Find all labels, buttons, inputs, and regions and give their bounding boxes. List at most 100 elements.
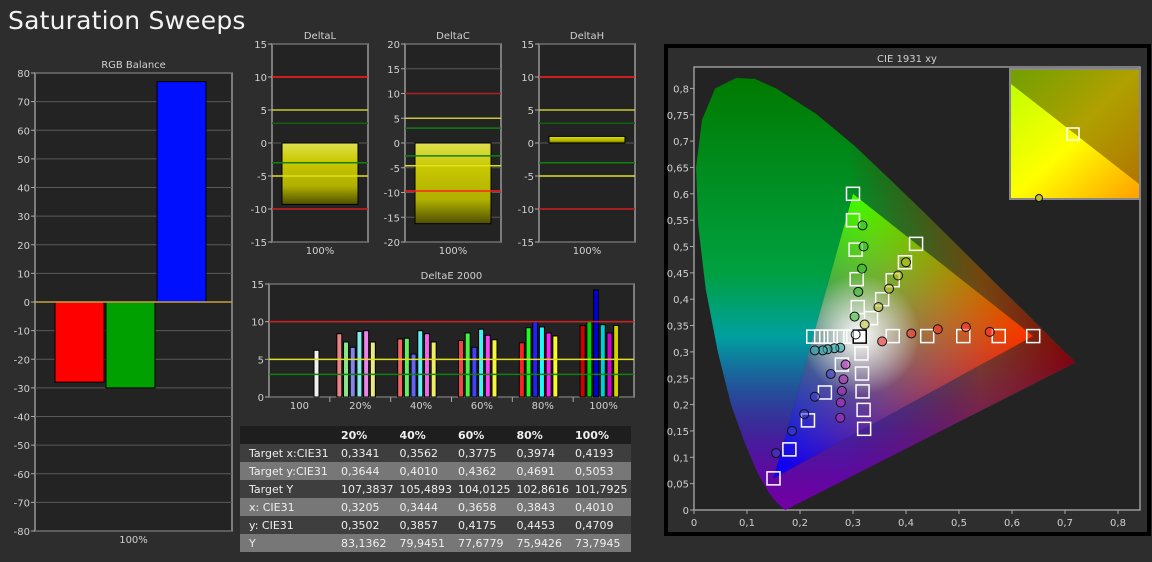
deltal-chart: DeltaL 15 10 5 0 -5 -10 -15 100% [251, 31, 369, 257]
cie-ytick-label: 0,4 [673, 295, 689, 306]
cie-xtick-label: 0,8 [1110, 518, 1126, 529]
table-cell: 0,3775 [455, 444, 514, 462]
rgb-balance-ytick-label: -50 [14, 441, 30, 452]
rgb-balance-ytick-label: -20 [14, 355, 30, 366]
green-measured-marker [857, 263, 868, 274]
deltae-xtick-label: 60% [471, 401, 493, 412]
row-strip [240, 498, 246, 516]
deltae-bar [336, 333, 343, 398]
cie-ytick-label: 0,3 [673, 348, 689, 359]
deltae-ytick-label: 10 [251, 318, 264, 329]
cyan-target-marker [823, 329, 838, 344]
cie-xtick-label: 0,2 [792, 518, 808, 529]
deltae-bar [363, 330, 370, 398]
magenta-measured-marker [840, 359, 851, 370]
cie-inset-gamut [1011, 84, 1139, 198]
rgb-balance-ytick-label: -60 [14, 470, 30, 481]
deltae-bar [525, 327, 532, 398]
row-label: Target x:CIE31 [246, 444, 338, 462]
deltah-ytick-label: -10 [518, 205, 534, 216]
cie-ytick-label: 0,1 [673, 453, 689, 464]
table-cell: 77,6779 [455, 534, 514, 552]
red-measured-marker [877, 336, 888, 347]
deltae-bar [606, 332, 613, 398]
deltac-bar [414, 142, 492, 225]
deltah-title: DeltaH [570, 31, 604, 42]
green-measured-marker [858, 241, 869, 252]
column-header: 20% [338, 426, 397, 444]
deltah-bar [548, 135, 626, 144]
deltae-bar [417, 330, 424, 398]
green-target-marker [845, 186, 861, 202]
row-strip [240, 516, 246, 534]
row-strip [240, 462, 246, 480]
magenta-target-marker [855, 384, 870, 399]
deltae-bar [369, 341, 376, 398]
deltae-bar [491, 339, 498, 398]
magenta-target-marker [854, 366, 870, 381]
column-header: 40% [396, 426, 455, 444]
deltac-ytick-label: 5 [394, 114, 400, 125]
cie-xtick-label: 0,6 [1004, 518, 1020, 529]
rgb-balance-ytick-label: -70 [14, 498, 30, 509]
cie-title: CIE 1931 xy [877, 54, 937, 65]
magenta-target-marker [856, 402, 871, 418]
deltac-xtick-label: 100% [439, 246, 468, 257]
cyan-target-marker [813, 329, 829, 344]
white-measured-marker [850, 329, 861, 340]
red-measured-marker [984, 326, 995, 337]
table-cell: 0,3644 [338, 462, 397, 480]
cie-ytick-label: 0,25 [667, 374, 689, 385]
deltae-bar [518, 342, 525, 398]
table-cell: 0,3857 [396, 516, 455, 534]
row-strip [240, 426, 246, 444]
rgb-balance-ytick-label: -40 [14, 413, 30, 424]
cie-ytick-label: 0,7 [673, 137, 689, 148]
table-cell: 107,3837 [338, 480, 397, 498]
row-strip [240, 444, 246, 462]
cie-ytick-label: 0,6 [673, 190, 689, 201]
table-cell: 0,4010 [572, 498, 631, 516]
rgb-balance-ytick-label: 0 [24, 298, 30, 309]
deltae-bar [579, 324, 586, 398]
deltah-ytick-label: 5 [528, 106, 534, 117]
table-row: y: CIE31 0,3502 0,3857 0,4175 0,4453 0,4709 [240, 516, 631, 534]
deltae-bar [356, 330, 363, 398]
deltal-title: DeltaL [304, 31, 337, 42]
rgb-bar [54, 301, 105, 383]
deltae-bar [410, 353, 417, 398]
table-cell: 0,3444 [396, 498, 455, 516]
yellow-target-marker [908, 236, 924, 252]
rgb-balance-title: RGB Balance [101, 60, 166, 71]
page-title: Saturation Sweeps [8, 6, 246, 35]
cie-xtick-label: 0,4 [898, 518, 914, 529]
deltah-ytick-label: 15 [521, 40, 534, 51]
deltae-xtick-label: 80% [532, 401, 554, 412]
deltae-chart: DeltaE 2000 15 10 5 0 100 20% 40% 60% 80% 100% [251, 271, 635, 412]
rgb-balance-chart: RGB Balance 80 70 60 50 40 30 20 10 0 -10 -20 -30 -40… [14, 60, 233, 546]
green-target-marker [849, 271, 864, 287]
cie-inset [1009, 68, 1141, 202]
cie-xtick-label: 0,1 [739, 518, 755, 529]
cie-ytick-label: 0,05 [667, 480, 689, 491]
deltae-bar [343, 341, 350, 398]
table-cell: 75,9426 [513, 534, 572, 552]
blue-target-marker [817, 385, 833, 400]
deltae-bar [403, 337, 410, 398]
row-label: Y [246, 534, 338, 552]
rgb-balance-ytick-label: 70 [17, 98, 30, 109]
cie-ytick-label: 0,2 [673, 401, 689, 412]
deltae-bar [552, 335, 559, 398]
cie-chart: CIE 1931 xy 0 0,1 0,2 0,3 0,4 0,5 0,6 0,7 0,8 0 0,0… [664, 44, 1151, 536]
red-target-marker [885, 328, 900, 344]
table-cell: 104,0125 [455, 480, 514, 498]
deltae-bar [458, 340, 464, 398]
deltae-bar [538, 326, 545, 398]
cie-inset-measured-marker [1035, 194, 1043, 202]
green-measured-marker [849, 311, 860, 322]
table-row: Y 83,1362 79,9451 77,6779 75,9426 73,7945 [240, 534, 631, 552]
blue-measured-marker [825, 369, 836, 380]
deltae-xtick-label: 40% [410, 401, 432, 412]
green-measured-marker [853, 286, 864, 297]
